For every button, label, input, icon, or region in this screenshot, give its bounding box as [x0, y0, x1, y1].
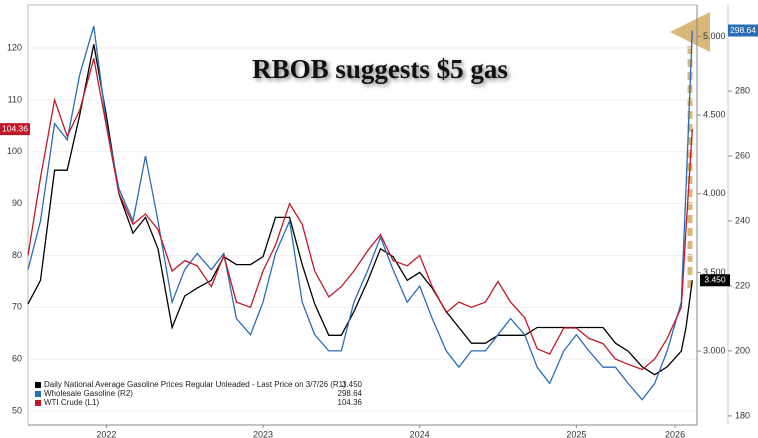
y-tick-label: 100 [7, 146, 22, 156]
y-tick-label: 80 [12, 250, 22, 260]
y3-tick-label: 260 [735, 150, 750, 160]
y2-tick-label: 5.000 [703, 31, 726, 41]
y3-tick-label: 240 [735, 215, 750, 225]
chart-annotation: RBOB suggests $5 gas [252, 54, 508, 84]
last-value-box [0, 123, 30, 136]
y3-tick-label: 220 [735, 280, 750, 290]
legend-value: 104.36 [338, 398, 363, 407]
legend-swatch [35, 400, 41, 406]
series-line [27, 58, 693, 371]
y3-tick-label: 200 [735, 345, 750, 355]
x-tick-label: 2024 [410, 429, 430, 438]
x-tick-label: 2026 [665, 429, 685, 438]
y2-tick-label: 3.000 [703, 345, 726, 355]
y-tick-label: 60 [12, 354, 22, 364]
y-tick-label: 50 [12, 405, 22, 415]
legend-label: Daily National Average Gasoline Prices R… [44, 380, 346, 389]
x-tick-label: 2025 [566, 429, 586, 438]
y-tick-label: 120 [7, 42, 22, 52]
x-tick-label: 2022 [96, 429, 116, 438]
y3-tick-label: 180 [735, 410, 750, 420]
last-value-label: 104.36 [2, 123, 28, 133]
last-value-box [728, 24, 758, 37]
y2-tick-label: 4.000 [703, 188, 726, 198]
plot-area [27, 4, 698, 426]
legend: Daily National Average Gasoline Prices R… [35, 380, 363, 407]
y-tick-label: 70 [12, 302, 22, 312]
legend-swatch [35, 382, 41, 388]
series-line [27, 25, 693, 401]
y-tick-label: 90 [12, 198, 22, 208]
series-line [27, 44, 693, 376]
legend-label: Wholesale Gasoline (R2) [44, 389, 133, 398]
y2-tick-label: 3.500 [703, 267, 726, 277]
legend-label: WTI Crude (L1) [44, 398, 99, 407]
y2-tick-label: 4.500 [703, 109, 726, 119]
y-tick-label: 110 [8, 94, 22, 104]
y3-tick-label: 280 [735, 85, 750, 95]
legend-swatch [35, 391, 41, 397]
last-value-box [700, 274, 730, 287]
x-tick-label: 2023 [253, 429, 273, 438]
last-value-label: 3.450 [704, 275, 726, 285]
last-value-label: 298.64 [730, 25, 756, 35]
legend-value: 3.450 [342, 380, 363, 389]
legend-value: 298.64 [338, 389, 363, 398]
